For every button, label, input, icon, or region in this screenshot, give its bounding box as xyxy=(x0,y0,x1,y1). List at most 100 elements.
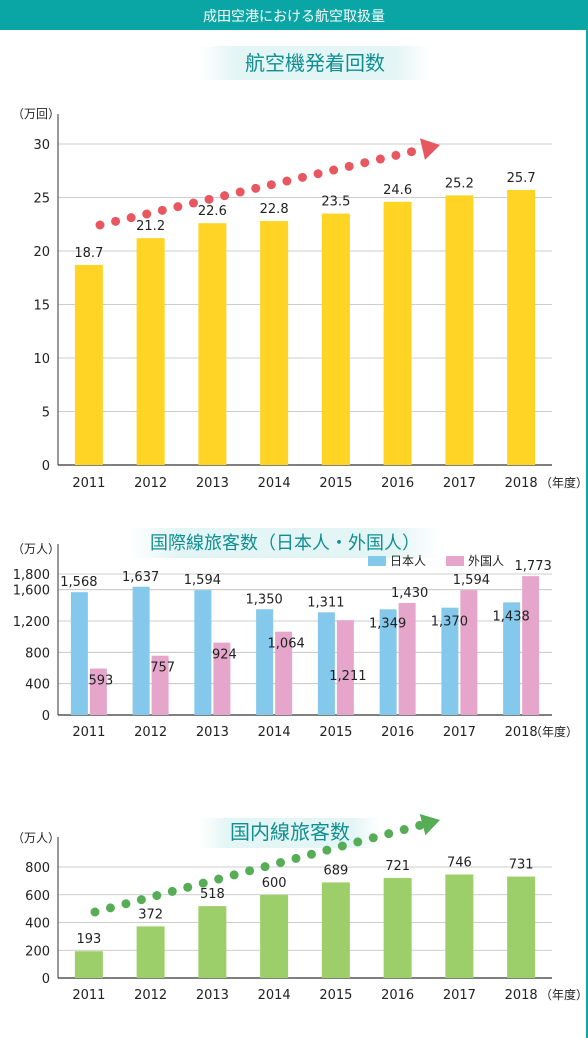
chart-1-value-label: 25.7 xyxy=(507,171,536,186)
chart-2-x-tick: 2011 xyxy=(72,725,105,740)
chart-1-y-tick: 15 xyxy=(33,299,50,314)
chart-1-value-label: 21.2 xyxy=(136,219,165,234)
chart-2-x-tick: 2014 xyxy=(258,725,291,740)
chart-2-value-label: 1,430 xyxy=(391,586,428,601)
chart-3-trend-arrow-dot xyxy=(183,882,193,892)
chart-2-y-unit: （万人） xyxy=(12,542,60,556)
chart-2-y-tick: 1,200 xyxy=(13,615,50,630)
chart-1-value-label: 22.6 xyxy=(198,204,227,219)
chart-1-x-tick: 2016 xyxy=(381,476,414,491)
chart-1-trend-arrow-dot xyxy=(95,220,105,230)
chart-2-y-tick: 800 xyxy=(25,646,50,661)
chart-3-value-label: 518 xyxy=(200,887,225,902)
chart-1-y-tick: 20 xyxy=(33,245,50,260)
chart-3-bar xyxy=(445,874,474,978)
chart-2-bar-foreign xyxy=(151,655,169,715)
chart-3-trend-arrow-dot xyxy=(214,874,224,884)
chart-3-title: 国内線旅客数 xyxy=(230,820,350,844)
chart-2-legend-label: 日本人 xyxy=(390,554,426,568)
chart-3-trend-arrow-dot xyxy=(167,886,177,896)
chart-2-bar-foreign xyxy=(213,642,231,715)
chart-1-trend-arrow-dot xyxy=(220,191,230,201)
chart-2-x-tick: 2017 xyxy=(443,725,476,740)
chart-3-trend-arrow-dot xyxy=(306,849,316,859)
chart-1-trend-arrow-head xyxy=(419,138,440,160)
chart-1-y-unit: （万回） xyxy=(12,107,60,121)
chart-3-bar xyxy=(198,906,227,978)
chart-2-value-label: 757 xyxy=(150,661,175,676)
chart-1-trend-arrow-dot xyxy=(297,172,307,182)
chart-1-trend-arrow-dot xyxy=(188,198,198,208)
chart-1-bar xyxy=(383,201,412,465)
chart-2-x-tick: 2012 xyxy=(134,725,167,740)
chart-2-value-label: 1,370 xyxy=(431,615,468,630)
chart-2-value-label: 1,064 xyxy=(268,637,305,652)
chart-1-trend-arrow-dot xyxy=(282,176,292,186)
chart-2-x-tick: 2018 xyxy=(505,725,538,740)
chart-3-x-tick: 2011 xyxy=(72,988,105,1003)
chart-2-bar-japanese xyxy=(503,602,521,715)
chart-1-trend-arrow-dot xyxy=(391,150,401,160)
chart-2-title: 国際線旅客数（日本人・外国人） xyxy=(150,533,420,554)
chart-2-bar-foreign xyxy=(336,620,354,715)
chart-1-trend-arrow-dot xyxy=(266,180,276,190)
chart-1-x-tick: 2013 xyxy=(196,476,229,491)
chart-2-value-label: 1,438 xyxy=(493,609,530,624)
chart-2-bar-japanese xyxy=(194,590,212,715)
chart-2-bar-japanese xyxy=(379,609,397,715)
chart-1-y-tick: 5 xyxy=(42,406,50,421)
chart-2-value-label: 1,594 xyxy=(184,573,221,588)
chart-1-trend-arrow-dot xyxy=(329,165,339,175)
chart-3-value-label: 600 xyxy=(262,876,287,891)
chart-1-trend-arrow-dot xyxy=(344,161,354,171)
chart-2-value-label: 1,594 xyxy=(453,573,490,588)
chart-2-value-label: 1,350 xyxy=(246,592,283,607)
chart-2-bar-foreign xyxy=(89,668,107,715)
chart-3-trend-arrow-dot xyxy=(245,866,255,876)
chart-3-trend-arrow-dot xyxy=(198,878,208,888)
chart-2-bar-japanese xyxy=(317,612,335,715)
chart-3-trend-arrow-dot xyxy=(121,899,131,909)
chart-3-bar xyxy=(383,877,412,978)
chart-3-bar xyxy=(260,894,289,978)
chart-2-value-label: 1,568 xyxy=(60,575,97,590)
chart-2-y-tick: 1,800 xyxy=(13,568,50,583)
chart-3-x-tick: 2016 xyxy=(381,988,414,1003)
chart-2-x-unit: （年度） xyxy=(530,724,578,739)
chart-1-x-tick: 2012 xyxy=(134,476,167,491)
chart-1-trend-arrow-dot xyxy=(406,147,416,157)
chart-1-trend-arrow-dot xyxy=(173,202,183,212)
chart-3-y-unit: （万人） xyxy=(12,831,60,845)
page-header: 成田空港における航空取扱量 xyxy=(0,0,588,30)
chart-3-trend-arrow-dot xyxy=(291,853,301,863)
chart-3-trend-arrow-head xyxy=(419,814,440,836)
chart-3-y-tick: 0 xyxy=(42,972,50,987)
chart-3-x-tick: 2012 xyxy=(134,988,167,1003)
chart-3-y-tick: 200 xyxy=(25,944,50,959)
chart-3-trend-arrow-dot xyxy=(136,895,146,905)
chart-1-trend-arrow-dot xyxy=(375,154,385,164)
chart-3-trend-arrow-dot xyxy=(337,841,347,851)
chart-2-y-tick: 1,600 xyxy=(13,584,50,599)
chart-1-x-tick: 2014 xyxy=(258,476,291,491)
chart-2-bar-foreign xyxy=(398,602,416,715)
chart-2-bar-japanese xyxy=(132,586,150,715)
chart-3-trend-arrow-dot xyxy=(260,862,270,872)
chart-1-y-tick: 30 xyxy=(33,138,50,153)
chart-3-bar xyxy=(507,876,536,978)
chart-2-value-label: 1,773 xyxy=(515,559,552,574)
chart-3-x-tick: 2013 xyxy=(196,988,229,1003)
chart-1-y-tick: 25 xyxy=(33,192,50,207)
chart-1-x-tick: 2015 xyxy=(319,476,352,491)
chart-1-bar xyxy=(136,238,165,465)
chart-2-bar-japanese xyxy=(70,592,88,715)
chart-1-x-tick: 2018 xyxy=(505,476,538,491)
chart-1-x-unit: （年度） xyxy=(540,475,588,490)
chart-3-x-tick: 2017 xyxy=(443,988,476,1003)
chart-1-title: 航空機発着回数 xyxy=(245,51,385,75)
chart-2-y-tick: 400 xyxy=(25,678,50,693)
chart-3-trend-arrow-dot xyxy=(229,870,239,880)
chart-2-bar-japanese xyxy=(256,609,274,715)
chart-2-value-label: 1,349 xyxy=(369,616,406,631)
chart-2-value-label: 593 xyxy=(88,674,113,689)
